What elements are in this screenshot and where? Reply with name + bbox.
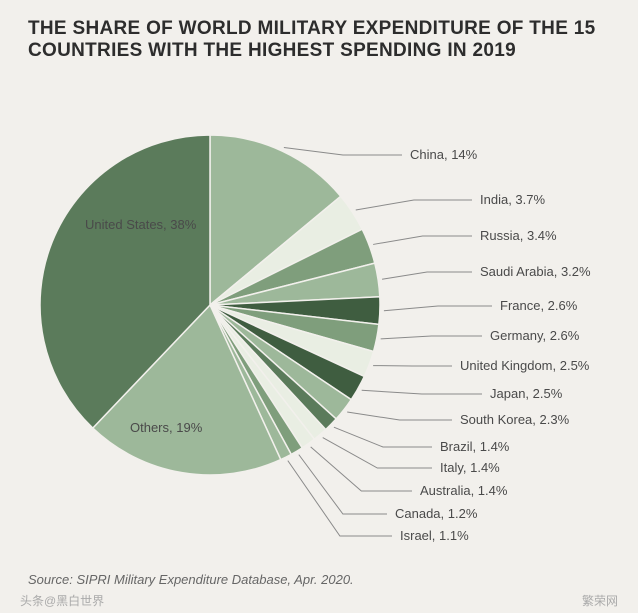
slice-label-united-states: United States, 38% — [85, 217, 196, 232]
source-text: SIPRI Military Expenditure Database, Apr… — [76, 572, 353, 587]
slice-label-brazil: Brazil, 1.4% — [440, 439, 509, 454]
slice-label-canada: Canada, 1.2% — [395, 506, 477, 521]
slice-label-south-korea: South Korea, 2.3% — [460, 412, 569, 427]
slice-label-germany: Germany, 2.6% — [490, 328, 579, 343]
slice-label-united-kingdom: United Kingdom, 2.5% — [460, 358, 589, 373]
slice-label-india: India, 3.7% — [480, 192, 545, 207]
slice-label-israel: Israel, 1.1% — [400, 528, 469, 543]
chart-card: { "title": "THE SHARE OF WORLD MILITARY … — [0, 0, 638, 613]
slice-label-china: China, 14% — [410, 147, 477, 162]
source-caption: Source: SIPRI Military Expenditure Datab… — [28, 572, 354, 587]
slice-label-others: Others, 19% — [130, 420, 202, 435]
slice-label-russia: Russia, 3.4% — [480, 228, 557, 243]
slice-label-italy: Italy, 1.4% — [440, 460, 500, 475]
watermark-right: 繁荣网 — [582, 592, 618, 609]
watermark-left: 头条@黑白世界 — [20, 592, 104, 609]
source-label: Source: — [28, 572, 73, 587]
slice-label-japan: Japan, 2.5% — [490, 386, 562, 401]
slice-label-australia: Australia, 1.4% — [420, 483, 507, 498]
slice-label-france: France, 2.6% — [500, 298, 577, 313]
slice-label-saudi-arabia: Saudi Arabia, 3.2% — [480, 264, 591, 279]
